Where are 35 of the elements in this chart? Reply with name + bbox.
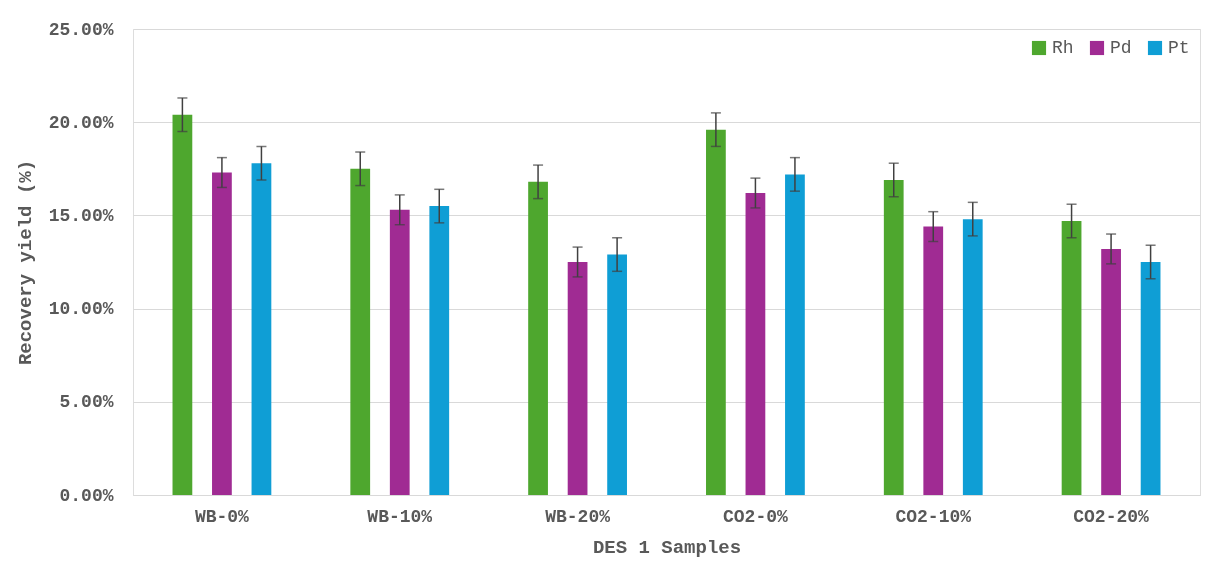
bar xyxy=(251,163,272,495)
bar xyxy=(528,181,548,495)
bar xyxy=(1061,220,1082,495)
x-tick-label: WB-0% xyxy=(194,506,250,527)
y-tick-label: 0.00% xyxy=(59,485,114,506)
bar xyxy=(785,174,805,495)
legend-label: Pt xyxy=(1168,38,1190,58)
bar xyxy=(962,219,983,495)
x-tick-label: CO2-10% xyxy=(895,506,972,527)
bar xyxy=(350,168,371,495)
bar xyxy=(389,209,410,495)
bar xyxy=(706,129,726,495)
bar xyxy=(1101,248,1121,495)
y-tick-label: 5.00% xyxy=(59,392,114,413)
y-tick-label: 25.00% xyxy=(48,19,114,40)
x-tick-label: CO2-20% xyxy=(1073,506,1150,527)
bar xyxy=(1140,262,1161,495)
bar xyxy=(567,262,588,495)
legend-label: Pd xyxy=(1110,38,1132,58)
bar xyxy=(745,193,766,495)
bar xyxy=(172,114,193,495)
y-tick-label: 10.00% xyxy=(48,299,114,320)
x-tick-label: CO2-0% xyxy=(723,506,789,527)
x-tick-label: WB-10% xyxy=(367,506,433,527)
bar xyxy=(429,206,450,495)
bar xyxy=(212,172,232,495)
y-tick-label: 20.00% xyxy=(48,112,114,133)
x-axis-title: DES 1 Samples xyxy=(592,536,742,559)
legend-label: Rh xyxy=(1052,38,1074,58)
y-axis-title: Recovery yield (%) xyxy=(14,159,37,366)
bar xyxy=(923,226,944,495)
y-tick-label: 15.00% xyxy=(48,205,114,226)
bar xyxy=(883,179,904,495)
x-tick-label: WB-20% xyxy=(545,506,611,527)
bar xyxy=(607,254,627,495)
